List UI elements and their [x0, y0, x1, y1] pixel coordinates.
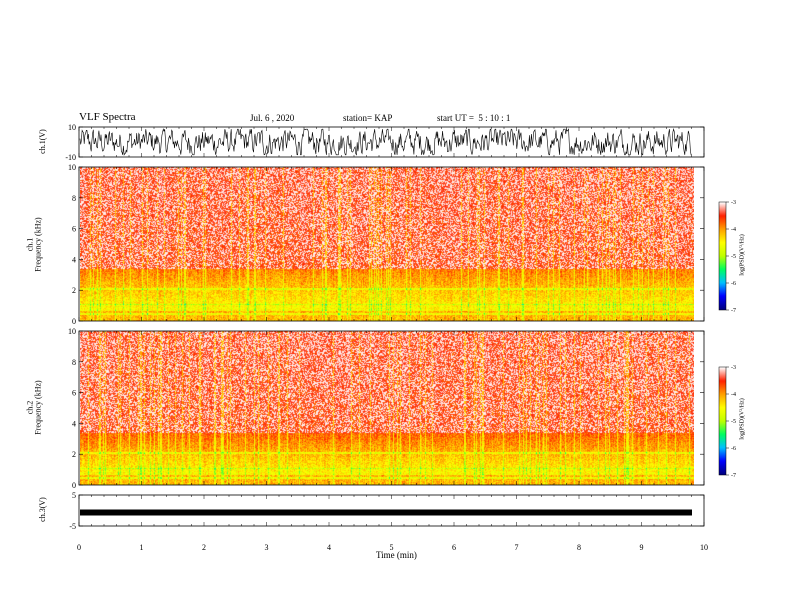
colorbar-tick-label: -5 [731, 419, 736, 425]
station-label: station= KAP [343, 113, 393, 123]
colorbar-tick-label: -5 [731, 254, 736, 260]
y-tick-label: 6 [72, 389, 76, 398]
y-tick-label: 10 [68, 327, 76, 336]
x-tick-label: 8 [577, 543, 581, 552]
figure-title: VLF Spectra [79, 111, 136, 123]
x-tick-label: 10 [700, 543, 708, 552]
x-tick-label: 0 [77, 543, 81, 552]
colorbar1 [719, 202, 726, 310]
panel-frame-2 [78, 166, 705, 322]
ch2-spectrogram [80, 331, 694, 485]
colorbar-frame [718, 201, 727, 311]
y-tick-label: 8 [72, 358, 76, 367]
start-time-label: start UT = 5 : 10 : 1 [437, 113, 511, 123]
y-tick-label: 2 [72, 450, 76, 459]
ch1-trace [79, 128, 692, 156]
y-tick-label: 5 [72, 491, 76, 500]
colorbar-tick-label: -4 [731, 227, 736, 233]
y-tick-label: -10 [65, 153, 76, 162]
x-tick-label: 9 [640, 543, 644, 552]
x-axis-label: Time (min) [376, 550, 417, 560]
y-tick-label: 6 [72, 225, 76, 234]
colorbar-tick-label: -6 [731, 281, 736, 287]
colorbar2 [719, 367, 726, 475]
y-tick-label: 2 [72, 286, 76, 295]
y-tick-label: 10 [68, 163, 76, 172]
y-tick-label: -5 [69, 522, 76, 531]
x-tick-label: 2 [202, 543, 206, 552]
x-tick-label: 5 [390, 543, 394, 552]
ch1-spectrogram [80, 167, 694, 321]
y-tick-label: 8 [72, 194, 76, 203]
x-tick-label: 7 [515, 543, 519, 552]
ch3-trace [80, 509, 692, 516]
y-tick-label: 10 [68, 123, 76, 132]
colorbar-tick-label: -6 [731, 446, 736, 452]
colorbar-tick-label: -3 [731, 365, 736, 371]
y-tick-label: 4 [72, 419, 76, 428]
colorbar-tick-label: -7 [731, 473, 736, 479]
panel-frame-3 [78, 330, 705, 486]
x-tick-label: 3 [265, 543, 269, 552]
colorbar-tick-label: -3 [731, 200, 736, 206]
y-tick-label: 4 [72, 255, 76, 264]
date-label: Jul. 6 , 2020 [250, 113, 295, 123]
y-tick-label: 0 [72, 481, 76, 490]
colorbar-frame [718, 366, 727, 476]
colorbar-tick-label: -7 [731, 308, 736, 314]
x-tick-label: 6 [452, 543, 456, 552]
x-tick-label: 4 [327, 543, 331, 552]
x-tick-label: 1 [140, 543, 144, 552]
colorbar-tick-label: -4 [731, 392, 736, 398]
y-tick-label: 0 [72, 317, 76, 326]
